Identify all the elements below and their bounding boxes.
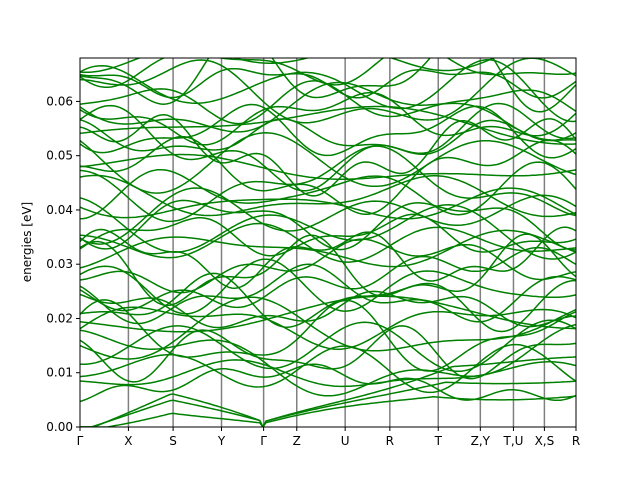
y-tick-label: 0.01: [46, 366, 73, 380]
x-tick-label: Y: [217, 434, 226, 448]
x-tick-label: X,S: [535, 434, 555, 448]
band-line: [80, 356, 576, 427]
band-line: [80, 135, 576, 216]
y-tick-label: 0.06: [46, 94, 73, 108]
x-tick-label: Z,Y: [471, 434, 491, 448]
x-tick-label: U: [341, 434, 350, 448]
x-tick-label: Γ: [260, 434, 267, 448]
band-line: [80, 319, 576, 373]
band-line: [80, 145, 576, 223]
band-line: [80, 295, 576, 333]
band-line: [80, 380, 576, 427]
x-tick-label: Z: [293, 434, 301, 448]
band-line: [80, 222, 576, 263]
band-line: [80, 263, 576, 325]
band-line: [80, 103, 576, 159]
y-tick-label: 0.03: [46, 257, 73, 271]
band-line: [80, 58, 576, 124]
band-line: [80, 113, 576, 197]
band-line: [80, 102, 576, 192]
band-line: [80, 363, 576, 403]
band-line: [80, 118, 576, 156]
band-line: [80, 59, 576, 123]
band-line: [80, 199, 576, 251]
y-axis: 0.00 0.01 0.02 0.03 0.04 0.05 0.06: [46, 94, 80, 434]
band-line: [80, 233, 576, 307]
y-tick-label: 0.05: [46, 149, 73, 163]
x-tick-label: R: [572, 434, 580, 448]
band-line: [80, 296, 576, 360]
x-tick-label: Γ: [77, 434, 84, 448]
band-line: [80, 105, 576, 145]
band-line: [80, 258, 576, 315]
x-tick-label: R: [386, 434, 394, 448]
x-tick-label: S: [169, 434, 177, 448]
y-tick-label: 0.00: [46, 420, 73, 434]
band-line: [80, 226, 576, 289]
x-tick-label: T: [434, 434, 443, 448]
band-line: [80, 325, 576, 383]
band-line: [80, 91, 576, 146]
band-line: [80, 187, 576, 220]
x-axis: Γ X S Y Γ Z U R T Z,Y T,U X,S R: [77, 427, 580, 448]
band-line: [80, 132, 576, 194]
band-line: [80, 197, 576, 260]
x-tick-label: T,U: [502, 434, 523, 448]
y-tick-label: 0.02: [46, 311, 73, 325]
band-line: [80, 290, 576, 329]
band-line: [80, 306, 576, 350]
y-tick-label: 0.04: [46, 203, 73, 217]
x-tick-label: X: [124, 434, 132, 448]
band-line: [80, 213, 576, 257]
y-axis-label: energies [eV]: [20, 202, 34, 282]
band-line: [80, 153, 576, 180]
band-line: [80, 395, 576, 427]
band-line: [80, 343, 576, 394]
band-line: [80, 246, 576, 312]
band-line: [80, 238, 576, 294]
band-line: [80, 174, 576, 218]
plot-frame: [79, 57, 577, 428]
band-line: [80, 229, 576, 269]
